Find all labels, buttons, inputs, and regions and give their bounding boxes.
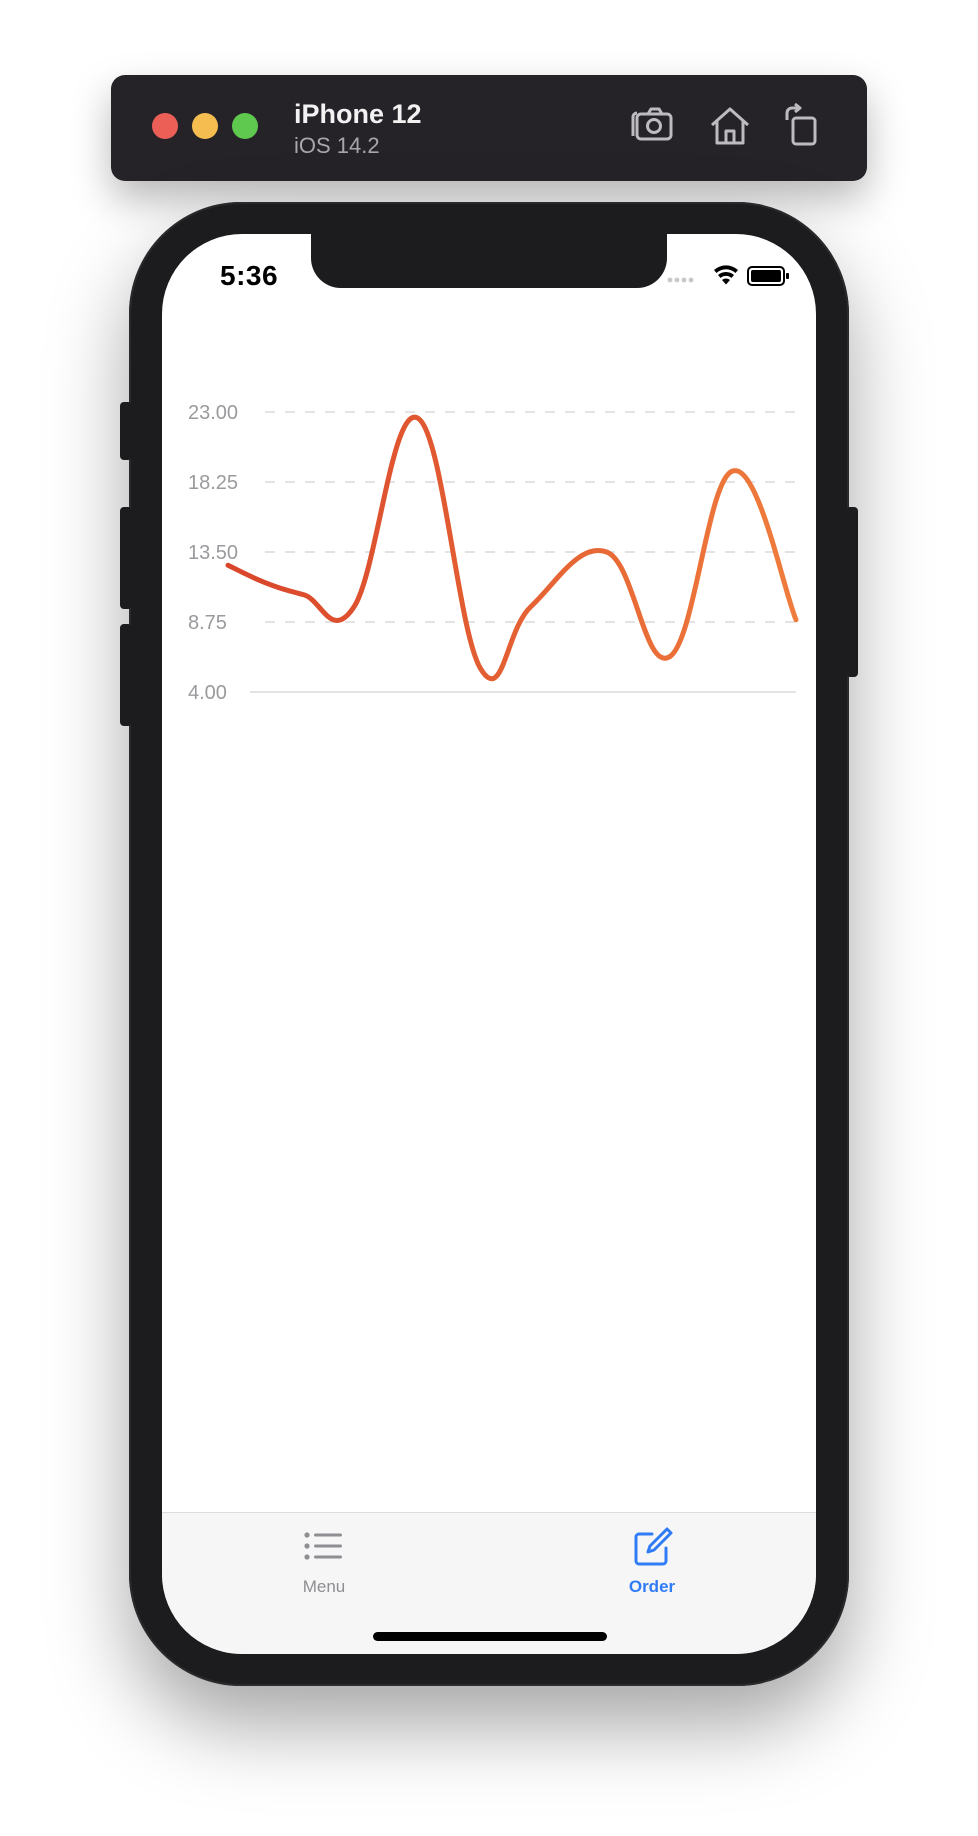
device-name: iPhone 12: [294, 99, 422, 129]
line-chart: 23.00 18.25 13.50 8.75 4.00: [188, 402, 799, 704]
tab-menu-label: Menu: [302, 1577, 346, 1596]
home-icon[interactable]: [706, 103, 754, 149]
tab-bar: Menu Order: [162, 1512, 816, 1654]
compose-icon: [634, 1527, 673, 1566]
close-window-button[interactable]: [152, 113, 178, 139]
rotate-icon[interactable]: [777, 103, 825, 149]
status-icons: [667, 265, 789, 286]
battery-icon: [747, 266, 789, 286]
device-screen: 5:36 23.00 18.25 13.50 8.75 4.00: [162, 234, 816, 1654]
volume-up-button: [120, 507, 132, 609]
status-time: 5:36: [220, 260, 279, 291]
y-tick-label: 23.00: [188, 402, 238, 424]
chart-grid: [250, 411, 796, 693]
screenshot-icon[interactable]: [629, 103, 677, 149]
wifi-icon: [714, 265, 738, 285]
mute-switch: [120, 402, 132, 460]
list-icon: [304, 1532, 342, 1560]
tab-menu[interactable]: Menu: [244, 1513, 404, 1613]
tab-order-label: Order: [628, 1577, 676, 1596]
notch: [311, 234, 667, 288]
home-indicator: [373, 1632, 607, 1641]
y-tick-label: 13.50: [188, 542, 238, 564]
tab-order[interactable]: Order: [572, 1513, 732, 1613]
y-tick-label: 8.75: [188, 612, 227, 634]
y-axis-ticks: 23.00 18.25 13.50 8.75 4.00: [188, 402, 238, 704]
series-line: [225, 415, 799, 681]
simulator-title-bar: iPhone 12 iOS 14.2: [111, 75, 867, 181]
zoom-window-button[interactable]: [232, 113, 258, 139]
os-version: iOS 14.2: [294, 133, 380, 158]
y-tick-label: 18.25: [188, 472, 238, 494]
signal-dots-icon: [667, 277, 694, 283]
minimize-window-button[interactable]: [192, 113, 218, 139]
y-tick-label: 4.00: [188, 682, 227, 704]
power-button: [846, 507, 858, 677]
volume-down-button: [120, 624, 132, 726]
